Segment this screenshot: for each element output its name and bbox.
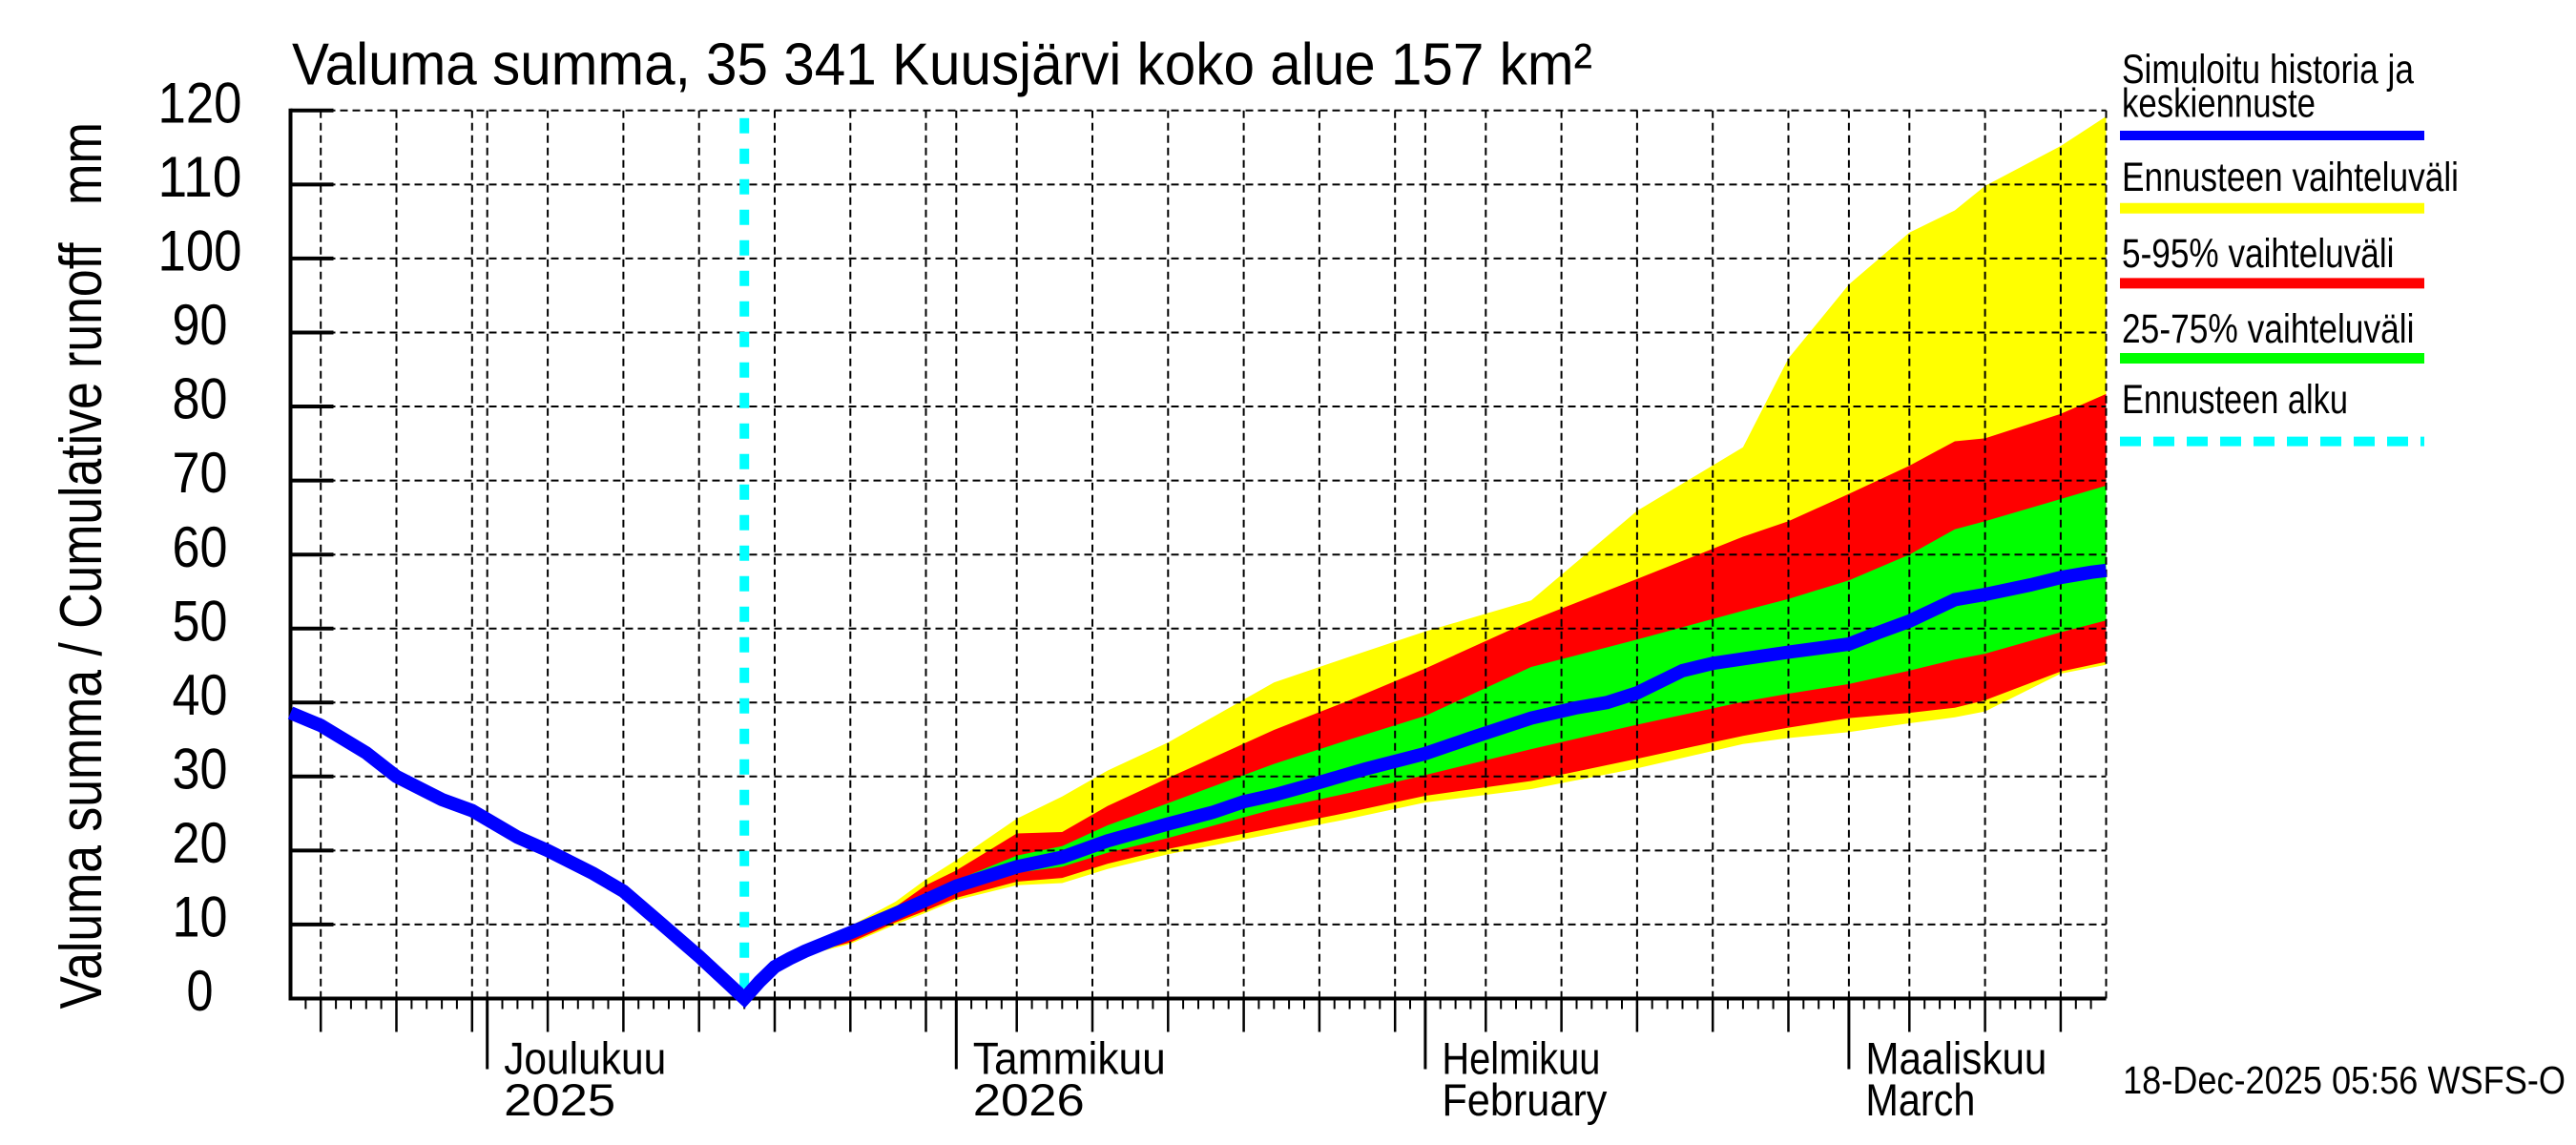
svg-text:Tammikuu: Tammikuu [973, 1033, 1166, 1084]
svg-text:mm: mm [50, 122, 114, 205]
svg-text:50: 50 [173, 589, 228, 653]
svg-text:18-Dec-2025 05:56 WSFS-O: 18-Dec-2025 05:56 WSFS-O [2123, 1058, 2566, 1102]
svg-text:Valuma summa / Cumulative runo: Valuma summa / Cumulative runoff [49, 242, 114, 1010]
svg-text:0: 0 [187, 959, 214, 1023]
svg-text:Maaliskuu: Maaliskuu [1865, 1033, 2046, 1084]
svg-text:Ennusteen alku: Ennusteen alku [2122, 377, 2348, 423]
svg-text:40: 40 [173, 663, 228, 727]
svg-text:25-75% vaihteluväli: 25-75% vaihteluväli [2122, 306, 2415, 352]
svg-text:30: 30 [173, 737, 228, 801]
svg-text:February: February [1442, 1074, 1607, 1125]
svg-text:5-95% vaihteluväli: 5-95% vaihteluväli [2122, 231, 2395, 277]
svg-text:10: 10 [173, 885, 228, 949]
svg-text:20: 20 [173, 811, 228, 875]
svg-text:keskiennuste: keskiennuste [2122, 81, 2316, 127]
svg-text:Valuma summa, 35 341 Kuusjärvi: Valuma summa, 35 341 Kuusjärvi koko alue… [292, 32, 1592, 98]
svg-text:2025: 2025 [504, 1074, 615, 1125]
svg-text:90: 90 [173, 293, 228, 357]
svg-text:60: 60 [173, 515, 228, 579]
svg-text:Simuloitu historia ja: Simuloitu historia ja [2122, 47, 2414, 93]
svg-text:120: 120 [158, 71, 242, 135]
svg-text:70: 70 [173, 441, 228, 505]
svg-text:100: 100 [158, 219, 242, 283]
svg-text:Helmikuu: Helmikuu [1442, 1033, 1600, 1084]
svg-text:Ennusteen vaihteluväli: Ennusteen vaihteluväli [2122, 155, 2459, 200]
svg-text:Joulukuu: Joulukuu [504, 1033, 666, 1084]
svg-text:80: 80 [173, 367, 228, 431]
svg-text:2026: 2026 [973, 1074, 1085, 1125]
svg-text:March: March [1865, 1074, 1975, 1125]
svg-text:110: 110 [158, 145, 242, 209]
